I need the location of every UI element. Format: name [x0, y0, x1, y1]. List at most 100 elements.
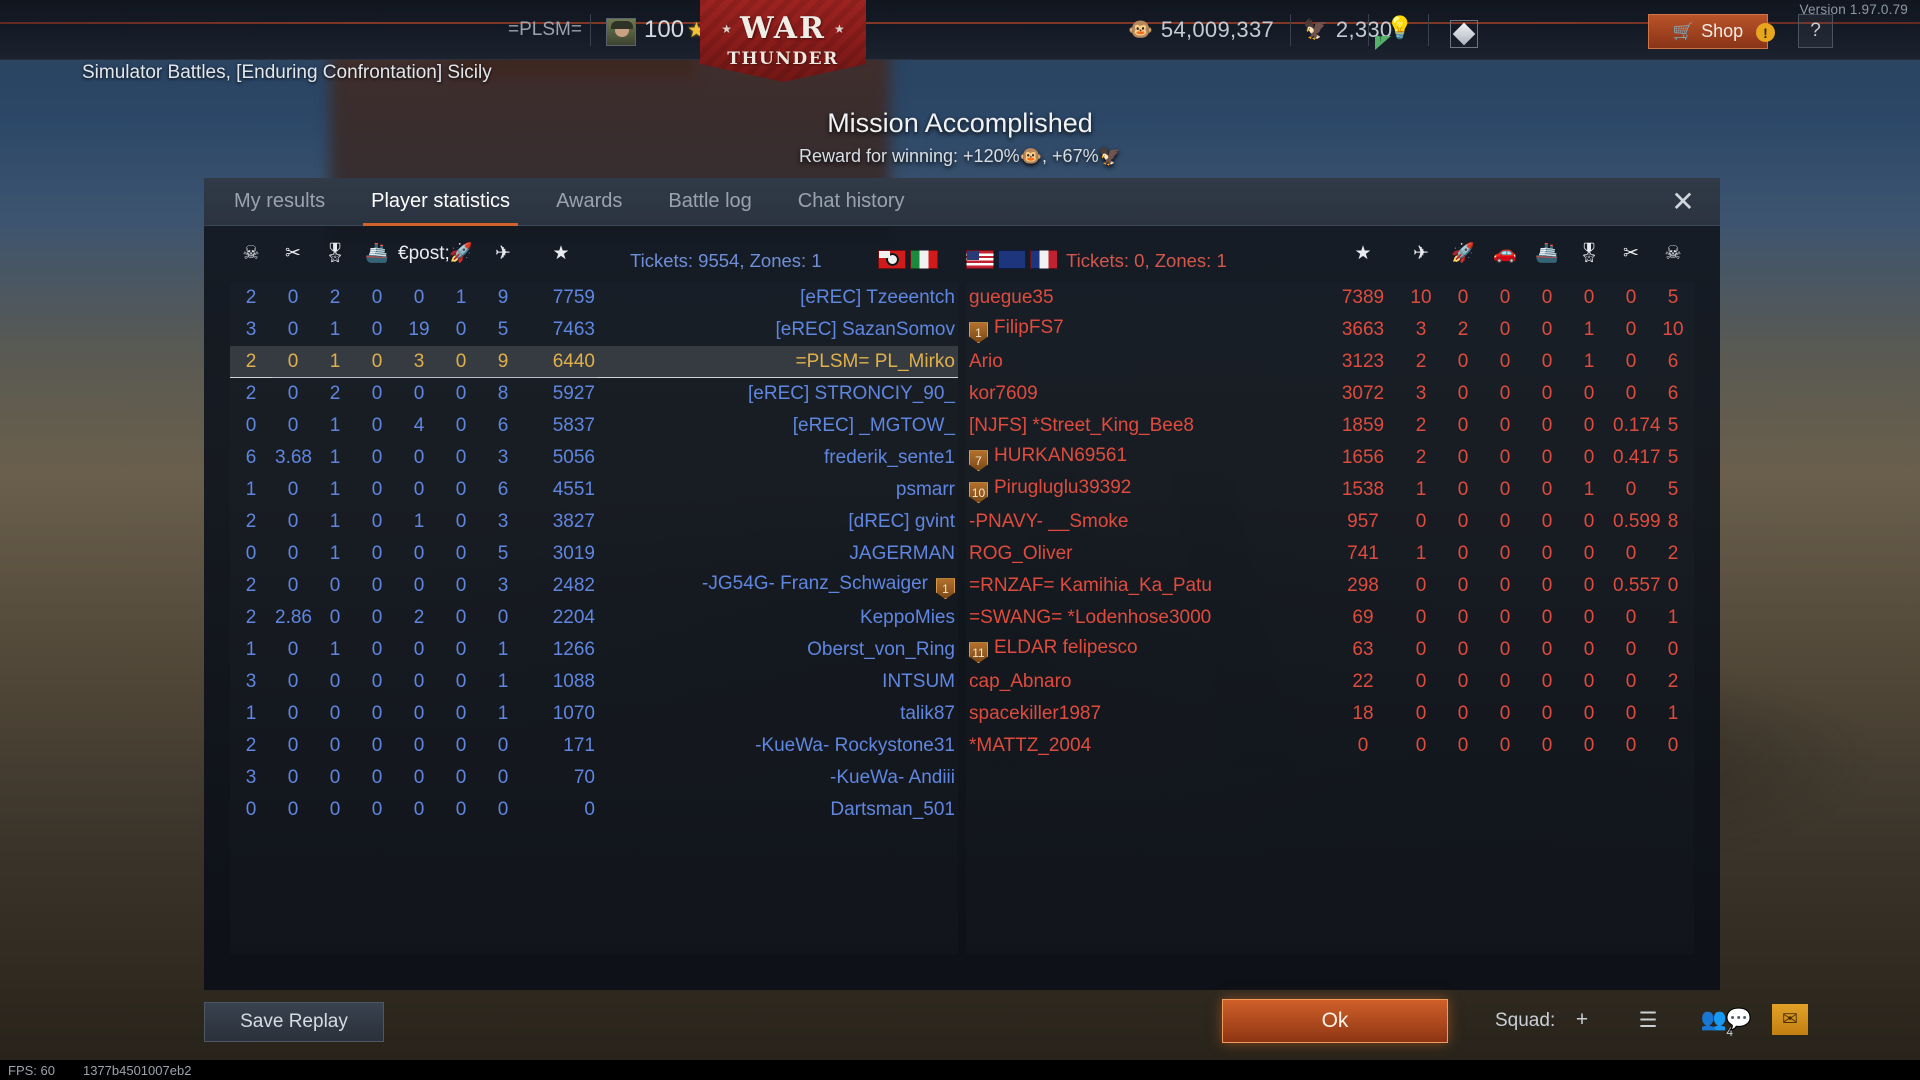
- cell-player-name[interactable]: 10 Pirugluglu39392: [966, 474, 1326, 506]
- table-row[interactable]: [230, 890, 958, 922]
- table-row[interactable]: 2 0 1 0 1 0 3 3827 [dREC] gvint: [230, 506, 958, 538]
- cell-player-name[interactable]: [NJFS] *Street_King_Bee8: [969, 415, 1194, 436]
- table-row[interactable]: cap_Abnaro 22 0 0 0 0 0 0 2: [966, 666, 1694, 698]
- table-row[interactable]: [230, 826, 958, 858]
- cell-player-name[interactable]: [dREC] gvint: [848, 511, 955, 532]
- tab-player-statistics[interactable]: Player statistics: [363, 178, 519, 226]
- cell-player-name[interactable]: kor7609: [969, 383, 1038, 404]
- cell-player-name[interactable]: =RNZAF= Kamihia_Ka_Patu: [969, 575, 1212, 596]
- table-row[interactable]: 1 0 1 0 0 0 6 4551 psmarr: [230, 474, 958, 506]
- table-row[interactable]: *MATTZ_2004 0 0 0 0 0 0 0 0: [966, 730, 1694, 762]
- table-row[interactable]: 2 0 1 0 3 0 9 6440 =PLSM= PL_Mirko: [230, 346, 958, 378]
- silver-lions-group[interactable]: 🐵 54,009,337: [1128, 17, 1274, 43]
- cell-player-name[interactable]: [eREC] SazanSomov: [775, 319, 955, 340]
- table-row[interactable]: kor7609 3072 3 0 0 0 0 0 6: [966, 378, 1694, 410]
- table-row[interactable]: 0 0 1 0 4 0 6 5837 [eREC] _MGTOW_: [230, 410, 958, 442]
- cell-player-name[interactable]: Oberst_von_Ring: [807, 639, 955, 660]
- table-row[interactable]: 1 0 1 0 0 0 1 1266 Oberst_von_Ring: [230, 634, 958, 666]
- table-row[interactable]: [230, 858, 958, 890]
- tab-awards[interactable]: Awards: [556, 190, 623, 212]
- cell-player-name[interactable]: psmarr: [895, 479, 955, 500]
- cell-player-name[interactable]: INTSUM: [882, 671, 955, 692]
- table-row[interactable]: guegue35 7389 10 0 0 0 0 0 5: [966, 282, 1694, 314]
- table-row[interactable]: 1 0 0 0 0 0 1 1070 talik87: [230, 698, 958, 730]
- squad-list-icon[interactable]: ☰: [1638, 1008, 1658, 1032]
- cell-player-name[interactable]: -KueWa- Rockystone31: [755, 735, 955, 756]
- logo-star-right-icon: ★: [833, 21, 845, 36]
- cell-stat-0: 0: [1415, 639, 1427, 660]
- table-row[interactable]: [966, 858, 1694, 890]
- cell-player-name[interactable]: -KueWa- Andiii: [830, 767, 955, 788]
- cell-player-name[interactable]: 7 HURKAN69561: [966, 442, 1326, 474]
- table-row[interactable]: 1 FilipFS7 3663 3 2 0 0 1 0 10: [966, 314, 1694, 346]
- add-squad-member-button[interactable]: +: [1575, 1008, 1589, 1031]
- table-row[interactable]: 3 0 0 0 0 0 0 70 -KueWa- Andiii: [230, 762, 958, 794]
- shop-button[interactable]: 🛒 Shop !: [1648, 14, 1775, 49]
- cell-player-name[interactable]: cap_Abnaro: [969, 671, 1072, 692]
- table-row[interactable]: 3 0 1 0 19 0 5 7463 [eREC] SazanSomov: [230, 314, 958, 346]
- cell-score: 7389: [1341, 287, 1385, 308]
- cell-player-name[interactable]: *MATTZ_2004: [969, 735, 1092, 756]
- cell-player-name[interactable]: Dartsman_501: [830, 799, 955, 820]
- table-row[interactable]: 0 0 1 0 0 0 5 3019 JAGERMAN: [230, 538, 958, 570]
- avatar[interactable]: [606, 18, 636, 46]
- assist-icon: 🎖: [322, 243, 348, 264]
- cell-player-name[interactable]: KeppoMies: [859, 607, 955, 628]
- table-row[interactable]: =RNZAF= Kamihia_Ka_Patu 298 0 0 0 0 0 0.557 0: [966, 570, 1694, 602]
- cell-player-name[interactable]: ROG_Oliver: [969, 543, 1073, 564]
- tab-chat-history[interactable]: Chat history: [797, 190, 905, 212]
- cell-player-name[interactable]: frederik_sente1: [824, 447, 955, 468]
- table-row[interactable]: [966, 762, 1694, 794]
- table-row[interactable]: 6 3.68 1 0 0 0 3 5056 frederik_sente1: [230, 442, 958, 474]
- table-row[interactable]: ROG_Oliver 741 1 0 0 0 0 0 2: [966, 538, 1694, 570]
- table-row[interactable]: -PNAVY- __Smoke 957 0 0 0 0 0 0.599 8: [966, 506, 1694, 538]
- table-row[interactable]: spacekiller1987 18 0 0 0 0 0 0 1: [966, 698, 1694, 730]
- friends-icon[interactable]: 👥 4: [1700, 1008, 1733, 1039]
- gem-icon[interactable]: [1450, 20, 1478, 48]
- cell-stat-5: 0: [1625, 287, 1637, 308]
- table-row[interactable]: [966, 826, 1694, 858]
- table-row[interactable]: 2 2.86 0 0 2 0 0 2204 KeppoMies: [230, 602, 958, 634]
- tab-battle-log[interactable]: Battle log: [668, 190, 752, 212]
- save-replay-button[interactable]: Save Replay: [204, 1002, 384, 1042]
- tab-my-results[interactable]: My results: [234, 190, 326, 212]
- table-row[interactable]: 0 0 0 0 0 0 0 0 Dartsman_501: [230, 794, 958, 826]
- table-row[interactable]: =SWANG= *Lodenhose3000 69 0 0 0 0 0 0 1: [966, 602, 1694, 634]
- cell-player-name[interactable]: JAGERMAN: [849, 543, 955, 564]
- table-row[interactable]: [230, 922, 958, 954]
- table-row[interactable]: 2 0 0 0 0 0 0 171 -KueWa- Rockystone31: [230, 730, 958, 762]
- table-row[interactable]: [966, 794, 1694, 826]
- cell-player-name[interactable]: [eREC] STRONCIY_90_: [748, 383, 955, 404]
- cell-player-name[interactable]: [eREC] Tzeeentch: [800, 287, 955, 308]
- cell-player-name[interactable]: Ario: [969, 351, 1003, 372]
- cell-stat-0: 3: [1415, 319, 1427, 340]
- cell-stat-1: 0: [1457, 671, 1469, 692]
- table-row[interactable]: Ario 3123 2 0 0 0 1 0 6: [966, 346, 1694, 378]
- table-row[interactable]: 7 HURKAN69561 1656 2 0 0 0 0 0.417 5: [966, 442, 1694, 474]
- table-row[interactable]: 2 0 0 0 0 0 3 2482 -JG54G- Franz_Schwaiger 1: [230, 570, 958, 602]
- cell-player-name[interactable]: 1 FilipFS7: [966, 314, 1326, 346]
- cell-player-name[interactable]: 11 ELDAR felipesco: [966, 634, 1326, 666]
- ok-button[interactable]: Ok: [1222, 999, 1448, 1043]
- mail-icon[interactable]: ✉: [1772, 1004, 1808, 1035]
- cell-player-name[interactable]: spacekiller1987: [969, 703, 1102, 724]
- table-row[interactable]: [966, 922, 1694, 954]
- close-icon[interactable]: ✕: [1671, 186, 1695, 217]
- cell-player-name[interactable]: -JG54G- Franz_Schwaiger 1: [598, 570, 958, 602]
- chat-icon[interactable]: 💬: [1725, 1008, 1753, 1031]
- cell-player-name[interactable]: guegue35: [969, 287, 1054, 308]
- table-row[interactable]: [NJFS] *Street_King_Bee8 1859 2 0 0 0 0 0.174 5: [966, 410, 1694, 442]
- cell-player-name[interactable]: [eREC] _MGTOW_: [792, 415, 955, 436]
- help-button[interactable]: ?: [1798, 14, 1833, 48]
- table-row[interactable]: 3 0 0 0 0 0 1 1088 INTSUM: [230, 666, 958, 698]
- table-row[interactable]: 11 ELDAR felipesco 63 0 0 0 0 0 0 0: [966, 634, 1694, 666]
- table-row[interactable]: 2 0 2 0 0 0 8 5927 [eREC] STRONCIY_90_: [230, 378, 958, 410]
- table-row[interactable]: 10 Pirugluglu39392 1538 1 0 0 0 1 0 5: [966, 474, 1694, 506]
- table-row[interactable]: [966, 890, 1694, 922]
- cell-player-name[interactable]: talik87: [900, 703, 955, 724]
- cell-player-name[interactable]: =SWANG= *Lodenhose3000: [969, 607, 1212, 628]
- lightbulb-icon[interactable]: 💡: [1386, 15, 1414, 40]
- table-row[interactable]: 2 0 2 0 0 1 9 7759 [eREC] Tzeeentch: [230, 282, 958, 314]
- cell-player-name[interactable]: -PNAVY- __Smoke: [969, 511, 1129, 532]
- cell-player-name[interactable]: =PLSM= PL_Mirko: [598, 346, 958, 378]
